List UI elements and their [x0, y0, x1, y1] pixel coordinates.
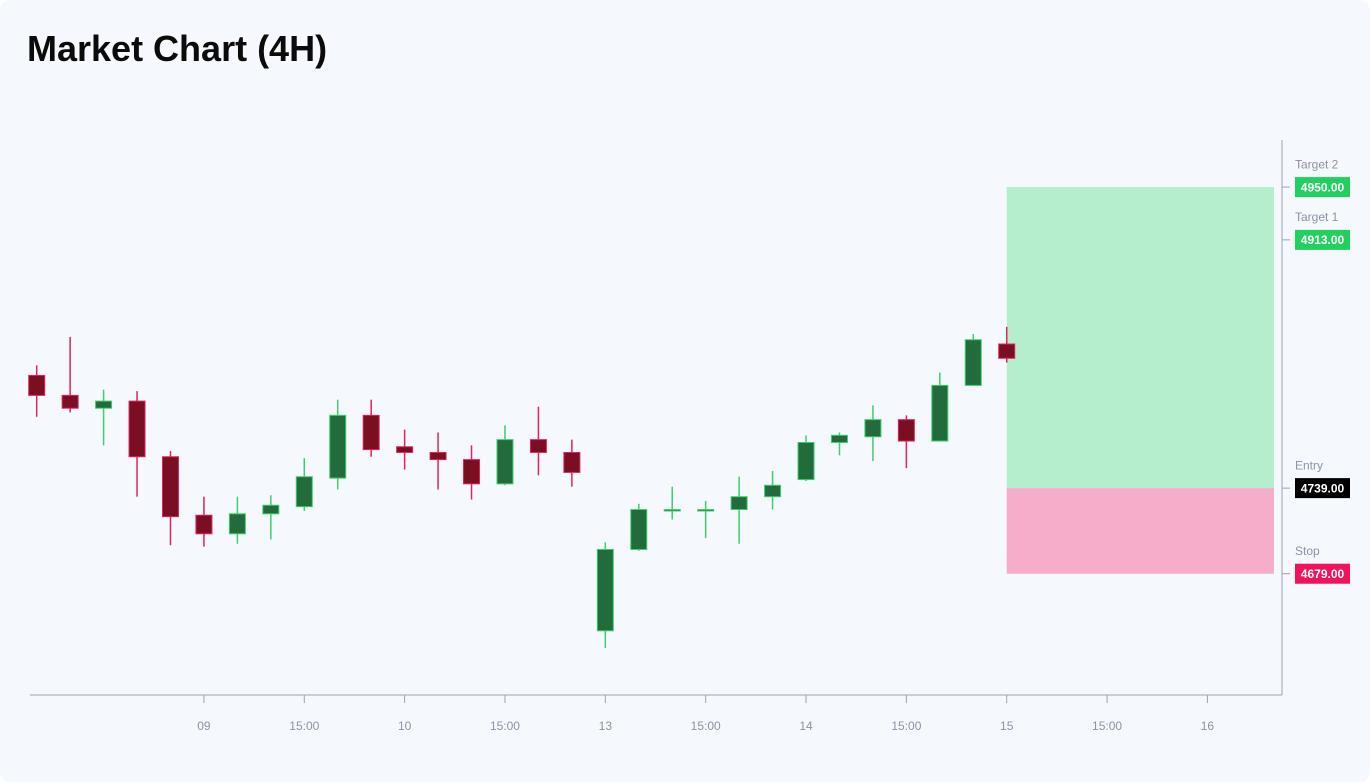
level-badge: 4913.00	[1295, 229, 1350, 250]
level-name: Target 1	[1295, 210, 1339, 224]
candle-body	[697, 509, 715, 512]
level-name: Entry	[1295, 458, 1323, 472]
candle-body	[128, 400, 146, 458]
x-tick-label: 13	[599, 719, 613, 733]
candle-body	[529, 439, 547, 453]
level-name: Stop	[1295, 544, 1320, 558]
candle-body	[931, 384, 949, 442]
candle-body	[195, 514, 213, 535]
candle-body	[897, 419, 915, 442]
candle-body	[764, 484, 782, 498]
candle-body	[429, 451, 447, 461]
candle-body	[563, 451, 581, 473]
candle-body	[28, 374, 46, 396]
level-value: 4950.00	[1301, 180, 1345, 194]
level-value: 4679.00	[1301, 567, 1345, 581]
candle-body	[228, 513, 246, 535]
candle-body	[864, 419, 882, 438]
x-tick-label: 15:00	[289, 719, 319, 733]
level-value: 4913.00	[1301, 233, 1345, 247]
level-badge: 4739.00	[1295, 478, 1350, 499]
candle-body	[396, 446, 414, 453]
x-tick-label: 15:00	[691, 719, 721, 733]
candle-body	[463, 459, 481, 485]
candle-body	[730, 496, 748, 511]
candle-body	[998, 343, 1016, 359]
chart-title: Market Chart (4H)	[27, 28, 328, 69]
candle-body	[596, 548, 614, 632]
candle-body	[630, 509, 648, 550]
level-badge-bg	[1295, 563, 1350, 584]
candle-body	[362, 414, 380, 451]
level-badge-bg	[1295, 478, 1350, 499]
x-tick-label: 15:00	[490, 719, 520, 733]
candle-body	[262, 504, 280, 515]
x-tick-label: 15:00	[891, 719, 921, 733]
candle-body	[95, 400, 113, 409]
level-name: Target 2	[1295, 157, 1339, 171]
candle-body	[295, 476, 313, 508]
candle-body	[830, 434, 848, 443]
candle-body	[663, 509, 681, 512]
profit-zone	[1006, 187, 1274, 489]
level-badge-bg	[1295, 229, 1350, 250]
level-badge: 4679.00	[1295, 563, 1350, 584]
candle-body	[496, 439, 514, 485]
x-tick-label: 10	[398, 719, 412, 733]
level-value: 4739.00	[1301, 481, 1345, 495]
candle-body	[964, 339, 982, 386]
x-tick-label: 14	[799, 719, 813, 733]
candle-body	[797, 441, 815, 481]
candle-body	[61, 394, 79, 409]
x-tick-label: 15	[1000, 719, 1014, 733]
loss-zone	[1006, 488, 1274, 574]
level-badge: 4950.00	[1295, 177, 1350, 198]
level-badge-bg	[1295, 177, 1350, 198]
x-tick-label: 16	[1201, 719, 1215, 733]
candle-body	[329, 414, 347, 479]
candle-body	[161, 456, 179, 518]
x-tick-label: 09	[197, 719, 211, 733]
x-tick-label: 15:00	[1092, 719, 1122, 733]
